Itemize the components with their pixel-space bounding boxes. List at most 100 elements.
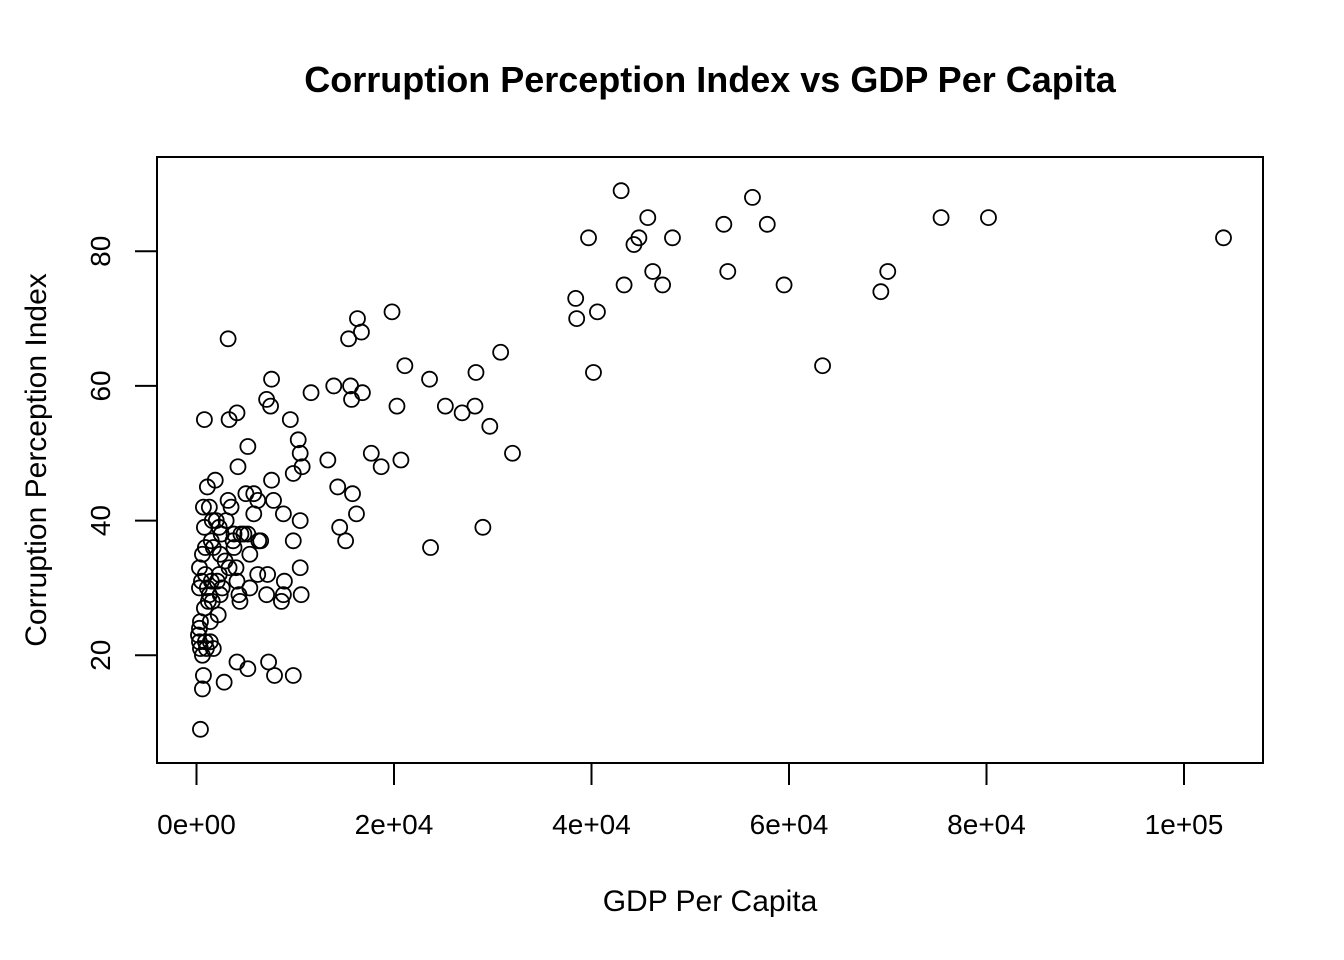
scatter-point (362, 444, 380, 462)
x-tick-label: 6e+04 (750, 809, 829, 840)
scatter-point (274, 505, 292, 523)
scatter-point (219, 330, 237, 348)
scatter-point (467, 364, 485, 381)
chart-title: Corruption Perception Index vs GDP Per C… (304, 59, 1116, 100)
x-tick-label: 8e+04 (947, 809, 1026, 840)
scatter-point (589, 303, 606, 321)
scatter-point (319, 451, 337, 469)
scatter-point (239, 438, 257, 455)
scatter-point (343, 390, 360, 408)
scatter-point (353, 323, 370, 341)
scatter-point (932, 209, 950, 227)
scatter-point (281, 411, 299, 429)
scatter-point (337, 532, 355, 550)
scatter-point (252, 532, 270, 550)
scatter-point (194, 680, 211, 698)
scatter-point (758, 215, 776, 233)
scatter-point (198, 478, 216, 496)
scatter-point (388, 397, 406, 415)
scatter-point (775, 276, 793, 294)
scatter-point (567, 289, 585, 307)
scatter-point (260, 653, 277, 671)
scatter-point (615, 276, 633, 294)
x-axis: 0e+00 2e+04 4e+04 6e+04 8e+04 1e+05 (157, 762, 1224, 840)
scatter-point (262, 397, 279, 415)
scatter-point (481, 417, 499, 435)
scatter-point (265, 491, 282, 509)
scatter-point (249, 566, 267, 583)
scatter-point (275, 572, 293, 590)
scatter-point (284, 465, 302, 482)
scatter-point (220, 411, 238, 429)
scatter-point (289, 431, 307, 449)
y-tick-label: 60 (85, 370, 116, 401)
scatter-point (872, 283, 890, 301)
scatter-point (625, 236, 643, 253)
scatter-point (231, 593, 249, 610)
scatter-point (585, 364, 602, 381)
scatter-point (230, 586, 248, 604)
scatter-point (715, 215, 733, 233)
scatter-point (195, 411, 213, 429)
scatter-point (466, 397, 484, 415)
scatter-point (274, 586, 292, 604)
x-tick-label: 4e+04 (552, 809, 631, 840)
x-tick-label: 1e+05 (1145, 809, 1224, 840)
scatter-point (194, 646, 211, 664)
scatter-point (266, 667, 283, 684)
scatter-point (191, 619, 208, 637)
scatter-point (192, 640, 209, 657)
x-axis-label: GDP Per Capita (603, 885, 818, 918)
scatter-point (879, 263, 897, 280)
data-points (190, 182, 1232, 738)
scatter-point (258, 586, 276, 604)
scatter-point (241, 545, 259, 563)
scatter-point (348, 505, 365, 523)
scatter-point (744, 188, 761, 206)
scatter-point (329, 478, 347, 496)
scatter-point (195, 498, 212, 516)
scatter-point (291, 444, 309, 462)
scatter-point (213, 579, 231, 597)
scatter-point (325, 377, 343, 395)
scatter-point (239, 660, 257, 678)
scatter-point (225, 525, 243, 543)
scatter-point (284, 667, 302, 684)
scatter-point (291, 512, 309, 529)
y-tick-label: 40 (85, 505, 116, 536)
scatter-point (639, 209, 657, 227)
scatter-point (372, 458, 390, 476)
scatter-point (580, 229, 597, 247)
scatter-point (436, 397, 454, 415)
scatter-point (192, 613, 209, 630)
scatter-point (392, 451, 410, 469)
x-tick-label: 2e+04 (355, 809, 434, 840)
scatter-point (259, 566, 277, 583)
scatter-point (340, 330, 357, 348)
x-tick-label: 0e+00 (157, 809, 236, 840)
y-axis-label: Corruption Perception Index (20, 273, 53, 647)
y-tick-label: 20 (85, 640, 116, 671)
scatter-point (422, 539, 439, 556)
scatter-point (383, 303, 401, 321)
scatter-point (474, 518, 492, 536)
scatter-point (814, 357, 831, 375)
scatter-point (227, 559, 245, 577)
scatter-point (1215, 229, 1232, 247)
scatter-point (210, 518, 228, 536)
scatter-point (263, 471, 280, 489)
y-axis: 20 40 60 80 (85, 236, 158, 671)
scatter-point (664, 229, 681, 247)
scatter-point (504, 444, 521, 462)
scatter-point (192, 720, 209, 738)
scatter-point (292, 586, 310, 604)
scatter-point (421, 370, 438, 388)
scatter-point (215, 673, 233, 691)
scatter-point (568, 310, 586, 328)
scatter-point (291, 559, 309, 577)
scatter-point (331, 518, 349, 536)
scatter-point (195, 667, 212, 684)
scatter-point (225, 539, 243, 556)
